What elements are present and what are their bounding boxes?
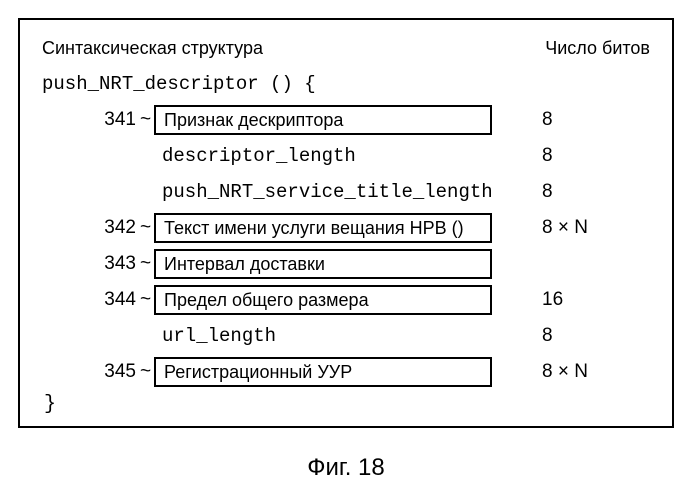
lead-line: ~ [140, 361, 154, 383]
syntax-row: descriptor_length8 [42, 141, 650, 171]
lead-line: ~ [140, 109, 154, 131]
header-left: Синтаксическая структура [42, 38, 263, 59]
bits-value: 8 [492, 181, 650, 203]
boxed-field: Предел общего размера [154, 285, 492, 315]
syntax-row: url_length8 [42, 321, 650, 351]
reference-number: 344 [42, 289, 140, 311]
field-cell: url_length [154, 325, 492, 347]
syntax-row: 343~Интервал доставки [42, 249, 650, 279]
field-cell: Признак дескриптора [154, 105, 492, 135]
field-cell: push_NRT_service_title_length [154, 181, 492, 203]
bits-value: 8 [492, 109, 650, 131]
plain-field: descriptor_length [154, 145, 492, 167]
lead-line: ~ [140, 253, 154, 275]
field-cell: Предел общего размера [154, 285, 492, 315]
boxed-field: Признак дескриптора [154, 105, 492, 135]
plain-field: push_NRT_service_title_length [154, 181, 492, 203]
code-open: push_NRT_descriptor () { [42, 73, 650, 95]
bits-value: 8 × N [492, 361, 650, 383]
header-row: Синтаксическая структура Число битов [42, 38, 650, 59]
bits-value: 8 × N [492, 217, 650, 239]
syntax-frame: Синтаксическая структура Число битов pus… [18, 18, 674, 428]
lead-line: ~ [140, 217, 154, 239]
bits-value: 16 [492, 289, 650, 311]
reference-number: 341 [42, 109, 140, 131]
syntax-row: 342~Текст имени услуги вещания НРВ ()8 ×… [42, 213, 650, 243]
code-close: } [44, 393, 650, 416]
reference-number: 343 [42, 253, 140, 275]
syntax-row: 345~Регистрационный УУР8 × N [42, 357, 650, 387]
field-cell: Текст имени услуги вещания НРВ () [154, 213, 492, 243]
syntax-row: 344~Предел общего размера16 [42, 285, 650, 315]
header-right: Число битов [545, 38, 650, 59]
figure-caption: Фиг. 18 [0, 454, 692, 482]
syntax-row: 341~Признак дескриптора8 [42, 105, 650, 135]
field-cell: Регистрационный УУР [154, 357, 492, 387]
reference-number: 342 [42, 217, 140, 239]
lead-line: ~ [140, 289, 154, 311]
boxed-field: Текст имени услуги вещания НРВ () [154, 213, 492, 243]
syntax-row: push_NRT_service_title_length8 [42, 177, 650, 207]
field-cell: Интервал доставки [154, 249, 492, 279]
reference-number: 345 [42, 361, 140, 383]
bits-value: 8 [492, 145, 650, 167]
boxed-field: Интервал доставки [154, 249, 492, 279]
rows-container: 341~Признак дескриптора8descriptor_lengt… [42, 105, 650, 387]
field-cell: descriptor_length [154, 145, 492, 167]
boxed-field: Регистрационный УУР [154, 357, 492, 387]
bits-value: 8 [492, 325, 650, 347]
plain-field: url_length [154, 325, 492, 347]
